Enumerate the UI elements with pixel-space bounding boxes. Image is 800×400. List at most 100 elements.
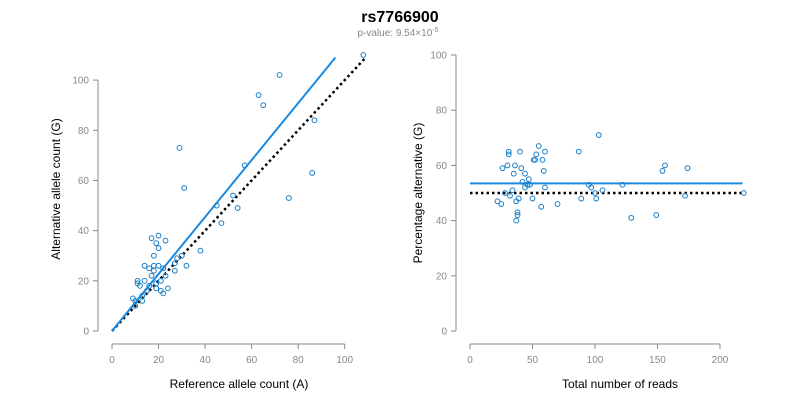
- data-point: [539, 156, 546, 163]
- data-point: [276, 72, 283, 78]
- data-point: [542, 148, 548, 155]
- data-point: [141, 262, 148, 269]
- data-point: [517, 148, 523, 155]
- data-point: [285, 195, 292, 201]
- data-point: [146, 282, 153, 289]
- data-point: [360, 52, 367, 58]
- data-point: [213, 202, 220, 209]
- data-point: [144, 287, 150, 294]
- data-point: [532, 156, 538, 163]
- data-point: [527, 181, 533, 188]
- data-point: [162, 237, 169, 244]
- x-tick-label: 0: [109, 355, 115, 366]
- data-point: [148, 235, 155, 242]
- data-point: [599, 187, 606, 194]
- x-tick-label: 80: [293, 355, 305, 366]
- y-tick-label: 100: [430, 51, 447, 62]
- data-point: [153, 240, 160, 247]
- data-point: [525, 176, 532, 183]
- data-point: [515, 195, 522, 202]
- x-tick-label: 150: [649, 355, 666, 366]
- data-point: [153, 285, 160, 292]
- y-axis-label: Alternative allele count (G): [49, 118, 63, 259]
- x-tick-label: 20: [153, 355, 165, 366]
- data-point: [538, 203, 545, 210]
- reference-line: [111, 56, 367, 332]
- data-point: [619, 181, 626, 188]
- data-point: [662, 162, 668, 169]
- data-point: [171, 260, 178, 267]
- chart-subtitle: p-value: 9.54×10-5: [357, 27, 438, 39]
- data-point: [554, 201, 561, 207]
- data-point: [518, 165, 525, 172]
- y-tick-label: 0: [441, 327, 447, 338]
- y-tick-label: 100: [72, 76, 89, 87]
- y-tick-label: 0: [83, 327, 89, 338]
- fit-line: [111, 56, 337, 332]
- data-point: [150, 252, 157, 259]
- data-point: [155, 245, 162, 252]
- y-tick-label: 40: [436, 216, 448, 227]
- y-tick-label: 80: [436, 106, 448, 117]
- data-point: [659, 168, 666, 174]
- subtitle-prefix: p-value: 9.54×10: [357, 28, 432, 39]
- data-point: [150, 267, 157, 274]
- data-point: [260, 102, 267, 109]
- data-point: [309, 170, 316, 176]
- x-tick-label: 0: [467, 355, 473, 366]
- data-point: [157, 277, 164, 284]
- data-point: [499, 165, 506, 172]
- data-point: [684, 165, 691, 172]
- x-tick-label: 200: [712, 355, 729, 366]
- data-point: [132, 303, 139, 309]
- data-point: [498, 201, 505, 207]
- data-point: [513, 217, 520, 224]
- data-point: [592, 190, 598, 196]
- data-point: [512, 162, 518, 169]
- subtitle-exponent: -5: [432, 27, 438, 34]
- data-point: [509, 187, 516, 194]
- data-point: [181, 185, 188, 191]
- data-point: [155, 262, 162, 269]
- axes: 0 50 100 150 200 0 20 40 60 80 100: [430, 51, 728, 367]
- y-tick-label: 80: [78, 126, 90, 137]
- data-point: [504, 162, 511, 169]
- data-point: [588, 184, 595, 191]
- data-point: [510, 170, 517, 177]
- data-point: [141, 277, 148, 284]
- data-point: [505, 148, 512, 155]
- data-point: [148, 272, 155, 279]
- data-point: [578, 195, 585, 202]
- data-point: [502, 190, 508, 196]
- data-point: [494, 198, 501, 205]
- data-point: [507, 192, 513, 199]
- x-tick-label: 60: [246, 355, 258, 366]
- x-tick-label: 100: [587, 355, 604, 366]
- y-tick-label: 40: [78, 226, 90, 237]
- y-tick-label: 60: [436, 161, 448, 172]
- data-point: [241, 162, 248, 169]
- data-point: [183, 262, 190, 269]
- y-tick-label: 20: [78, 276, 90, 287]
- data-point: [146, 265, 153, 272]
- data-point: [176, 144, 183, 151]
- data-point: [519, 179, 526, 185]
- x-tick-label: 40: [200, 355, 212, 366]
- data-point: [653, 212, 660, 218]
- data-point: [164, 285, 171, 292]
- data-point: [134, 277, 141, 284]
- data-point: [162, 272, 169, 279]
- x-tick-label: 50: [527, 355, 539, 366]
- lines: [111, 56, 367, 332]
- data-point: [160, 290, 167, 297]
- data-point: [682, 192, 688, 199]
- points: [494, 132, 747, 224]
- data-point: [311, 117, 318, 124]
- axes: 0 20 40 60 80 100 0 20 40 60 80 100: [72, 76, 353, 366]
- lines: [470, 182, 743, 195]
- x-tick-label: 100: [336, 355, 353, 366]
- data-point: [529, 195, 536, 202]
- chart-title: rs7766900: [361, 9, 439, 26]
- data-point: [139, 297, 146, 304]
- data-point: [178, 252, 185, 259]
